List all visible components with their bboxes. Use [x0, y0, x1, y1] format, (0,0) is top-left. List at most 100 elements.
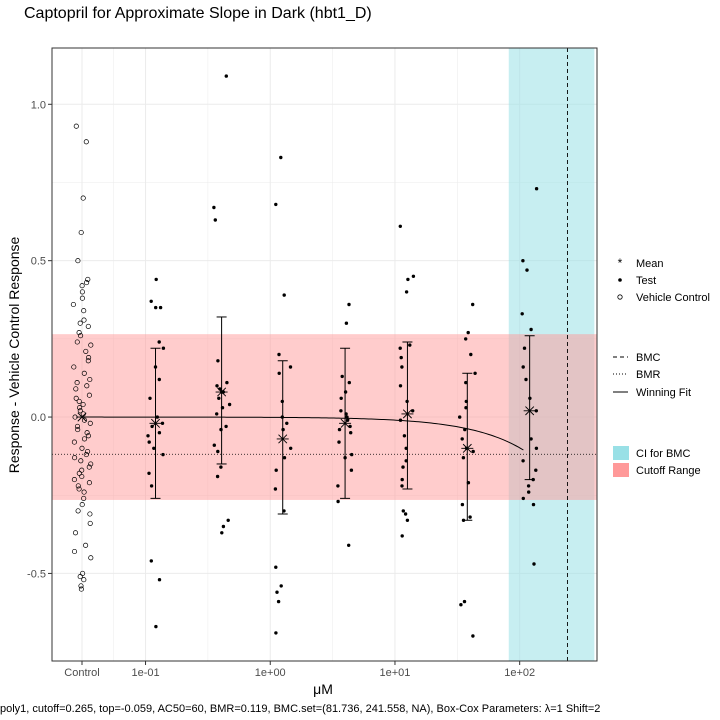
test-point — [411, 274, 416, 278]
vehicle-control-point — [80, 570, 86, 576]
x-axis-ticks: Control 1e-01 1e+00 1e+01 1e+02 — [64, 661, 535, 679]
test-point — [400, 484, 404, 488]
test-point — [289, 446, 293, 450]
test-point — [398, 418, 403, 422]
mean-marker-stroke — [462, 443, 472, 453]
vehicle-control-point — [71, 548, 78, 555]
test-point — [161, 452, 165, 457]
test-point — [460, 437, 464, 441]
test-point — [215, 384, 219, 388]
test-point — [282, 456, 287, 460]
legend-mean-key: * — [618, 256, 623, 270]
mean-marker — [339, 418, 352, 428]
mean-marker — [461, 443, 474, 453]
test-point — [288, 365, 293, 369]
vehicle-control-point — [83, 348, 89, 354]
test-point — [274, 631, 278, 635]
test-point — [524, 377, 528, 382]
vehicle-control-point — [78, 583, 84, 589]
test-point — [277, 352, 281, 357]
vehicle-control-point — [76, 470, 82, 476]
vehicle-control-point — [72, 455, 78, 461]
y-tick-label: -0.5 — [27, 568, 46, 580]
vehicle-control-point — [80, 401, 86, 408]
vehicle-control-point — [77, 408, 83, 414]
test-point — [216, 449, 220, 454]
test-point — [226, 518, 230, 522]
test-point — [403, 512, 408, 516]
test-point — [152, 446, 156, 450]
test-point — [149, 484, 154, 488]
test-point — [213, 218, 217, 222]
test-point — [461, 456, 466, 460]
test-point — [534, 446, 539, 450]
test-point — [398, 224, 402, 228]
test-point — [157, 431, 162, 435]
x-tick-label: Control — [64, 667, 99, 679]
test-point — [148, 396, 152, 400]
legend: * Mean Test Vehicle Control BMC BMR Winn… — [613, 256, 710, 477]
test-point — [471, 449, 475, 454]
legend-fit-label: Winning Fit — [636, 387, 691, 399]
test-point — [401, 509, 405, 513]
vehicle-control-point — [73, 395, 79, 401]
vehicle-control-point — [78, 229, 84, 236]
mean-marker-stroke — [340, 418, 350, 428]
test-point — [217, 396, 221, 400]
mean-marker-stroke — [525, 406, 535, 416]
legend-mean-label: Mean — [636, 258, 664, 270]
vehicle-control-point — [84, 280, 90, 286]
vehicle-control-point — [86, 355, 92, 361]
test-point — [219, 465, 223, 469]
test-point — [473, 371, 477, 375]
test-point — [154, 277, 158, 282]
vehicle-control-point — [80, 195, 86, 201]
vehicle-control-point — [84, 383, 90, 389]
test-point — [227, 402, 232, 407]
test-point — [462, 599, 467, 604]
x-tick-label: 1e+00 — [255, 667, 286, 679]
test-point — [224, 74, 228, 78]
test-point — [343, 390, 348, 394]
test-point — [219, 427, 223, 432]
test-point — [466, 330, 470, 335]
test-point — [277, 371, 281, 375]
test-point — [532, 562, 536, 566]
test-point — [149, 299, 153, 303]
error-bar — [216, 316, 227, 465]
vehicle-control-point — [81, 308, 87, 314]
vehicle-control-point — [81, 577, 87, 583]
vehicle-control-point — [81, 417, 88, 423]
error-bar — [402, 341, 413, 490]
vehicle-control-point — [78, 458, 84, 464]
test-point — [220, 531, 224, 535]
vehicle-control-point — [76, 486, 82, 492]
test-point — [468, 515, 472, 519]
test-point — [160, 421, 165, 425]
vehicle-control-point — [77, 574, 83, 580]
test-point — [458, 415, 462, 419]
mean-marker-stroke — [217, 387, 227, 397]
test-point — [274, 565, 278, 569]
chart-title: Captopril for Approximate Slope in Dark … — [24, 5, 372, 22]
legend-bmr-label: BMR — [636, 369, 661, 381]
y-axis-ticks: 1.0 0.5 0.0 -0.5 — [27, 99, 52, 580]
vehicle-control-point — [71, 439, 77, 445]
vehicle-control-point — [76, 398, 82, 404]
test-point — [282, 293, 286, 297]
test-point — [469, 352, 473, 357]
test-point — [404, 290, 409, 294]
test-point — [225, 380, 229, 385]
legend-fills-group: CI for BMC Cutoff Range — [613, 446, 701, 477]
test-point — [147, 440, 151, 444]
legend-vehicle-label: Vehicle Control — [636, 292, 710, 304]
legend-vehicle-key — [617, 294, 623, 300]
test-point — [347, 380, 351, 385]
mean-marker — [401, 409, 414, 419]
mean-marker — [276, 434, 289, 444]
vehicle-control-point — [73, 386, 79, 392]
x-axis-title: μM — [313, 681, 333, 697]
test-point — [347, 543, 351, 547]
vehicle-control-point — [73, 123, 79, 129]
